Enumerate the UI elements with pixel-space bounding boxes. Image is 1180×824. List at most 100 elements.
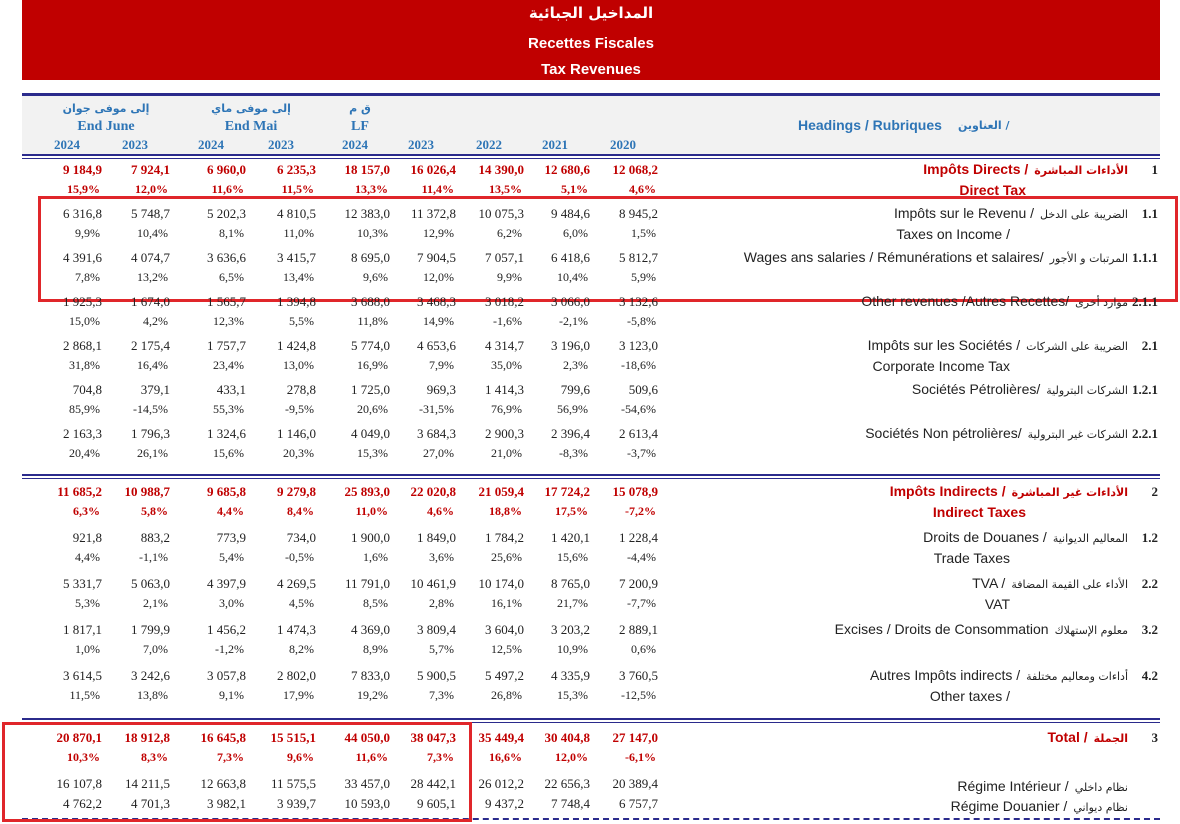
- change-cell: 11,4%: [421, 182, 454, 196]
- rule: [22, 93, 1160, 96]
- change-cell: 11,5%: [69, 688, 100, 702]
- headings-label-ar: العناوين /: [958, 119, 1010, 132]
- change-cell: 7,3%: [427, 750, 454, 764]
- row-number: 1: [1151, 162, 1159, 177]
- value-cell: 22 020,8: [410, 484, 457, 499]
- change-cell: 5,4%: [219, 550, 244, 564]
- value-cell: 1 849,0: [417, 530, 456, 545]
- value-cell: 8 945,2: [619, 206, 658, 221]
- value-cell: 1 324,6: [207, 426, 246, 441]
- row-number: 3: [1151, 730, 1159, 745]
- change-cell: 5,8%: [141, 504, 168, 518]
- label-ar: الأداء على القيمة المضافة: [1011, 578, 1128, 591]
- value-cell: 1 228,4: [619, 530, 658, 545]
- change-cell: 21,0%: [491, 446, 522, 460]
- value-cell: 17 724,2: [544, 484, 591, 499]
- group-label: LF: [351, 119, 369, 134]
- change-cell: 15,6%: [213, 446, 244, 460]
- rule: [22, 722, 1160, 723]
- change-cell: 5,3%: [75, 596, 100, 610]
- year-header: 2024: [198, 137, 224, 152]
- value-cell: 1 474,3: [277, 622, 316, 637]
- column-header-band: [22, 96, 1160, 156]
- group-label-ar: إلى موفى ماي: [211, 102, 291, 115]
- value-cell: 12 663,8: [200, 776, 247, 791]
- label-ar: نظام ديواني: [1073, 801, 1128, 814]
- value-cell: 3 242,6: [131, 668, 170, 683]
- value-cell: 4 391,6: [63, 250, 102, 265]
- change-cell: 10,3%: [357, 226, 388, 240]
- value-cell: 14 211,5: [124, 776, 170, 791]
- highlight-box: [38, 196, 1178, 302]
- label-en: Direct Tax: [959, 182, 1026, 198]
- change-cell: 15,9%: [67, 182, 100, 196]
- change-cell: 7,3%: [429, 688, 454, 702]
- change-cell: 16,4%: [137, 358, 168, 372]
- value-cell: 3 018,2: [485, 294, 524, 309]
- row-label: Régime Intérieur / نظام داخلي: [957, 778, 1128, 794]
- value-cell: 3 415,7: [277, 250, 316, 265]
- rule: [22, 478, 1160, 479]
- group-label: End June: [77, 119, 135, 134]
- value-cell: 3 604,0: [485, 622, 524, 637]
- value-cell: 2 802,0: [277, 668, 316, 683]
- value-cell: 5 748,7: [131, 206, 170, 221]
- value-cell: 1 414,3: [485, 382, 524, 397]
- change-cell: -54,6%: [621, 402, 656, 416]
- change-cell: 4,4%: [75, 550, 100, 564]
- rule: [22, 474, 1160, 476]
- change-cell: 31,8%: [69, 358, 100, 372]
- label-fr: Impôts Indirects /: [889, 483, 1006, 499]
- change-cell: -1,1%: [139, 550, 168, 564]
- row-label: Excises / Droits de Consommation معلوم ال…: [835, 621, 1128, 637]
- row-label: Wages ans salaries / Rémunérations et sa…: [744, 249, 1128, 265]
- change-cell: 17,9%: [283, 688, 314, 702]
- label-ar: الأداءات غير المباشرة: [1011, 486, 1128, 499]
- value-cell: 4 762,2: [63, 796, 102, 811]
- value-cell: 773,9: [216, 530, 246, 545]
- value-cell: 1 424,8: [277, 338, 316, 353]
- value-cell: 3 614,5: [63, 668, 102, 683]
- change-cell: 6,2%: [497, 226, 522, 240]
- change-cell: 12,5%: [491, 642, 522, 656]
- row-label: TVA / الأداء على القيمة المضافة: [972, 575, 1128, 591]
- value-cell: 5 063,0: [131, 576, 170, 591]
- change-cell: 9,1%: [219, 688, 244, 702]
- row-label: Impôts sur le Revenu / الضريبة على الدخل: [894, 205, 1128, 221]
- change-cell: -3,7%: [627, 446, 656, 460]
- change-cell: 4,6%: [629, 182, 656, 196]
- value-cell: 4 314,7: [485, 338, 524, 353]
- change-cell: 2,8%: [429, 596, 454, 610]
- value-cell: 509,6: [628, 382, 658, 397]
- row-label: Droits de Douanes / المعاليم الديوانية: [923, 529, 1128, 545]
- row-number: 2.1: [1141, 338, 1158, 353]
- change-cell: 6,0%: [563, 226, 588, 240]
- value-cell: 3 684,3: [417, 426, 456, 441]
- value-cell: 28 442,1: [410, 776, 457, 791]
- row-number: 1.1.1: [1132, 250, 1158, 265]
- value-cell: 1 796,3: [131, 426, 170, 441]
- change-cell: 12,0%: [135, 182, 168, 196]
- label-fr: Régime Intérieur /: [957, 778, 1069, 794]
- change-cell: -1,6%: [493, 314, 522, 328]
- change-cell: 9,6%: [287, 750, 314, 764]
- value-cell: 16 645,8: [200, 730, 247, 745]
- value-cell: 2 613,4: [619, 426, 658, 441]
- change-cell: 56,9%: [557, 402, 588, 416]
- value-cell: 969,3: [426, 382, 456, 397]
- value-cell: 7 904,5: [417, 250, 456, 265]
- change-cell: 7,0%: [143, 642, 168, 656]
- change-cell: 9,6%: [363, 270, 388, 284]
- label-fr: Impôts sur les Sociétés /: [867, 337, 1021, 353]
- label-ar: الجملة: [1093, 732, 1128, 745]
- year-header: 2023: [408, 137, 434, 152]
- value-cell: 11 575,5: [270, 776, 316, 791]
- value-cell: 1 394,8: [277, 294, 316, 309]
- label-en: Trade Taxes: [933, 550, 1010, 566]
- value-cell: 3 066,0: [551, 294, 590, 309]
- change-cell: 20,6%: [357, 402, 388, 416]
- title-en: Tax Revenues: [541, 61, 641, 78]
- value-cell: 3 939,7: [277, 796, 316, 811]
- title-band: [22, 0, 1160, 80]
- headings-label: Headings / Rubriques: [798, 117, 942, 133]
